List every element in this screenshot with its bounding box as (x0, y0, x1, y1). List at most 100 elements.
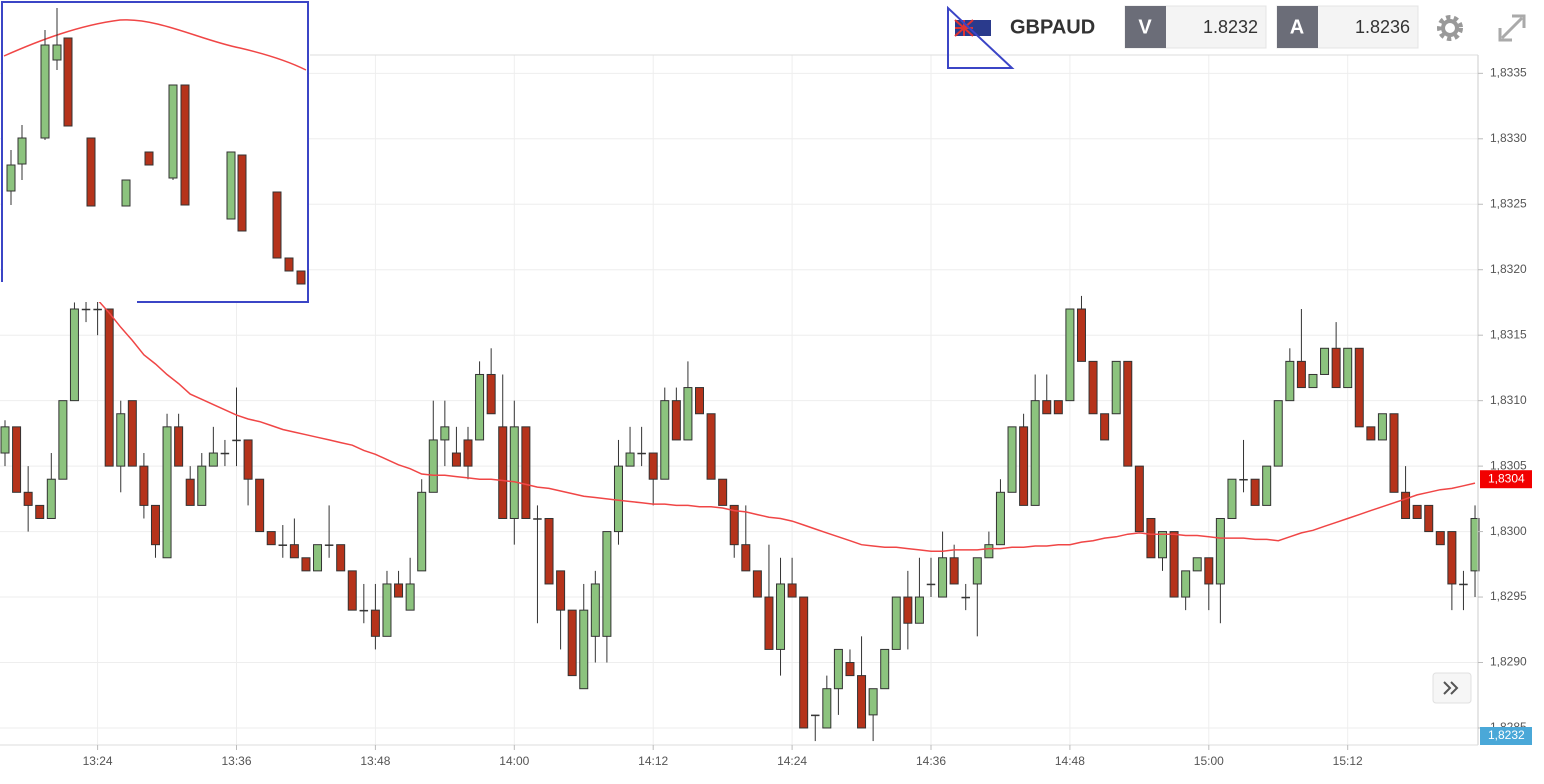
candle-body (1424, 504, 1434, 533)
candle-body (394, 583, 404, 598)
last-price-label: 1,8304 (1488, 471, 1525, 485)
candle-body (347, 570, 357, 611)
candle-body (1019, 426, 1029, 506)
y-tick-label: 1,8290 (1490, 655, 1527, 669)
bid-price: 1.8232 (1203, 17, 1258, 37)
candle-body (1366, 426, 1376, 441)
moving-average (4, 282, 1476, 552)
candle-body (428, 439, 438, 493)
x-tick-label: 14:24 (777, 754, 807, 768)
candle-body (590, 583, 600, 637)
candle-body (799, 596, 809, 729)
candle-body (58, 400, 68, 480)
candle-body (509, 426, 519, 519)
candle-body (972, 557, 982, 585)
candle-body (1088, 360, 1098, 415)
candle-body (1273, 400, 1283, 467)
candle-body (729, 504, 739, 546)
candle-body (1320, 347, 1330, 375)
candle-body (1459, 583, 1468, 586)
candle-body (880, 648, 890, 690)
candle-body (683, 387, 693, 441)
candle-body (926, 583, 936, 586)
candle-body (602, 531, 612, 637)
candle-body (1030, 400, 1040, 506)
candle-body (857, 675, 867, 729)
candle-body (521, 426, 531, 519)
candle-body (1343, 347, 1353, 389)
candle-body (69, 308, 79, 402)
ask-label: A (1290, 16, 1304, 38)
candle-body (613, 465, 623, 533)
candle-body (752, 570, 762, 598)
candle-body (475, 373, 485, 441)
candle-body (359, 609, 369, 612)
candle-body (243, 439, 253, 480)
candle-body (891, 596, 901, 650)
bid-label: V (1138, 16, 1152, 38)
candle-body (451, 452, 461, 467)
candle-body (255, 478, 265, 533)
flag-icon (954, 19, 991, 37)
candle-body (1204, 557, 1214, 585)
candle-body (995, 491, 1005, 546)
candle-body (1100, 413, 1110, 441)
x-tick-label: 13:36 (221, 754, 251, 768)
candle-body (162, 426, 172, 559)
y-tick-label: 1,8330 (1490, 131, 1527, 145)
candle-body (1470, 517, 1480, 572)
candle-body (776, 583, 786, 650)
candle-body (405, 583, 415, 611)
y-tick-label: 1,8315 (1490, 327, 1527, 341)
x-tick-label: 14:36 (916, 754, 946, 768)
candle-body (914, 596, 924, 624)
candle-body (903, 596, 913, 624)
candle-body (440, 426, 450, 441)
candle-body (208, 452, 218, 467)
candle-body (845, 662, 855, 677)
candle-body (567, 609, 577, 677)
candle-body (1111, 360, 1121, 415)
bid-label-box (1125, 6, 1166, 48)
axes: 1,82851,82901,82951,83001,83051,83101,83… (83, 66, 1532, 768)
candle-body (139, 465, 149, 506)
inset-candles (6, 8, 306, 285)
candle-body (289, 544, 299, 559)
candle-body (463, 439, 473, 467)
last-price-tag (1480, 470, 1532, 489)
candle-body (46, 478, 56, 519)
candle-body (220, 452, 230, 455)
candle-body (185, 478, 195, 506)
candle-body (718, 478, 728, 506)
x-tick-label: 14:48 (1055, 754, 1085, 768)
settings-button[interactable] (1437, 15, 1463, 41)
candle-body (12, 426, 22, 493)
candle-body (637, 452, 646, 455)
candle-body (1308, 373, 1318, 389)
candle-body (324, 544, 334, 546)
candle-body (648, 452, 658, 480)
candle-body (579, 609, 589, 690)
candle-body (1134, 465, 1144, 533)
candle-body (961, 596, 970, 599)
candle-body (1215, 517, 1225, 585)
candle-body (949, 557, 959, 585)
scroll-button[interactable] (1432, 672, 1472, 704)
candle-body (278, 544, 288, 546)
candle-body (1296, 360, 1306, 389)
header-bar: GBPAUD V 1.8232 A 1.8236 (310, 5, 1526, 69)
annotation-triangle (947, 5, 1015, 69)
candle-body (382, 583, 392, 637)
candle-body (1447, 531, 1457, 585)
candle-body (498, 426, 508, 519)
y-tick-label: 1,8300 (1490, 524, 1527, 538)
candle-body (984, 544, 994, 559)
candle-body (93, 308, 102, 311)
candle-body (127, 400, 137, 467)
fullscreen-button[interactable] (1498, 14, 1526, 42)
candle-body (1181, 570, 1191, 598)
bid-price-tag (1480, 727, 1532, 745)
candle-body (1158, 531, 1167, 559)
x-tick-label: 15:00 (1194, 754, 1224, 768)
